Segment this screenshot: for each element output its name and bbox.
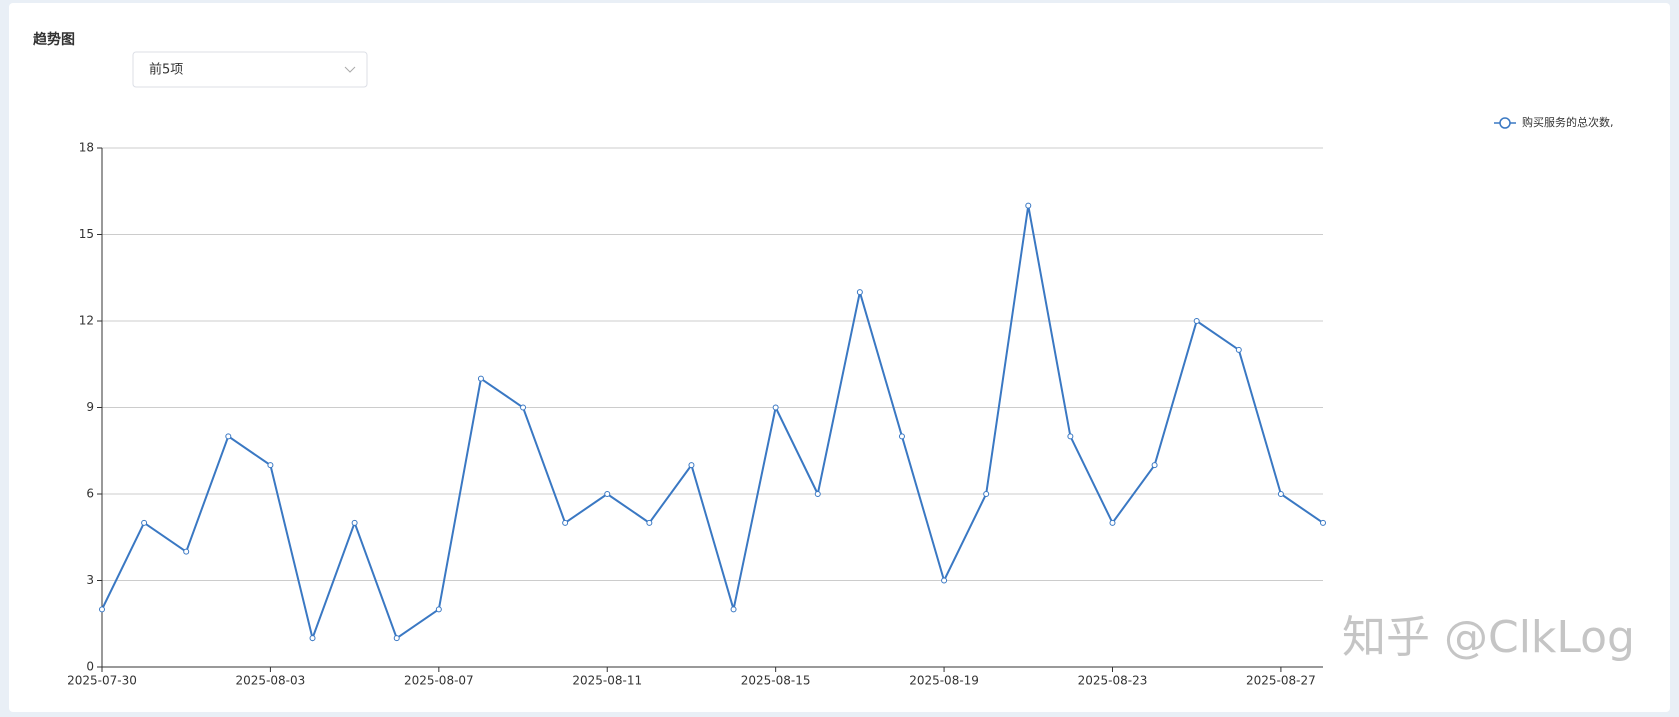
point (856, 289, 863, 296)
x-tick-label: 2025-08-19 (909, 674, 979, 688)
x-tick-label: 2025-08-27 (1246, 674, 1316, 688)
point (99, 606, 105, 613)
dropdown[interactable]: 前5项 (132, 51, 368, 88)
card (9, 3, 1670, 712)
point (435, 606, 442, 613)
point (562, 519, 569, 526)
legend-marker (1499, 117, 1511, 129)
point (814, 491, 821, 497)
point (646, 519, 653, 526)
point (183, 548, 190, 555)
point (898, 433, 905, 440)
x-tick-label: 2025-08-15 (741, 674, 811, 688)
dropdown-box[interactable] (132, 51, 368, 88)
dropdown-arrow[interactable] (344, 66, 356, 73)
point (941, 577, 948, 584)
point (1320, 519, 1326, 526)
chart-title: 趋势图 (33, 31, 75, 48)
dropdown-value[interactable]: 前5项 (149, 62, 183, 78)
point (604, 491, 611, 497)
point (983, 491, 990, 497)
x-tick-label: 2025-08-03 (236, 674, 306, 688)
point (1193, 318, 1200, 324)
point (688, 462, 695, 469)
y-tick-label: 12 (79, 314, 94, 328)
point (1277, 491, 1284, 497)
x-tick-label: 2025-08-07 (404, 674, 474, 688)
point (1025, 202, 1032, 209)
legend-label: 购买服务的总次数, (1522, 115, 1614, 129)
point (772, 404, 779, 411)
point (1067, 433, 1074, 440)
point (477, 375, 484, 382)
point (520, 404, 527, 411)
point (225, 433, 232, 440)
point (141, 519, 148, 526)
point (309, 635, 316, 642)
y-tick-label: 0 (86, 660, 94, 674)
point (267, 462, 274, 469)
watermark: 知乎 @ClkLog (1342, 612, 1635, 663)
point (351, 519, 358, 526)
point (393, 635, 400, 642)
x-tick-label: 2025-08-23 (1078, 674, 1148, 688)
point (1235, 346, 1242, 353)
x-tick-label: 2025-07-30 (67, 674, 137, 688)
y-tick-label: 18 (79, 141, 94, 155)
point (1151, 462, 1158, 469)
y-tick-label: 9 (86, 400, 94, 414)
point (730, 606, 737, 613)
series-line (101, 205, 1324, 642)
y-tick-label: 3 (86, 573, 94, 587)
y-tick-label: 6 (86, 487, 94, 501)
x-tick-label: 2025-08-11 (572, 674, 642, 688)
y-tick-label: 15 (79, 227, 94, 241)
point (1109, 519, 1116, 526)
